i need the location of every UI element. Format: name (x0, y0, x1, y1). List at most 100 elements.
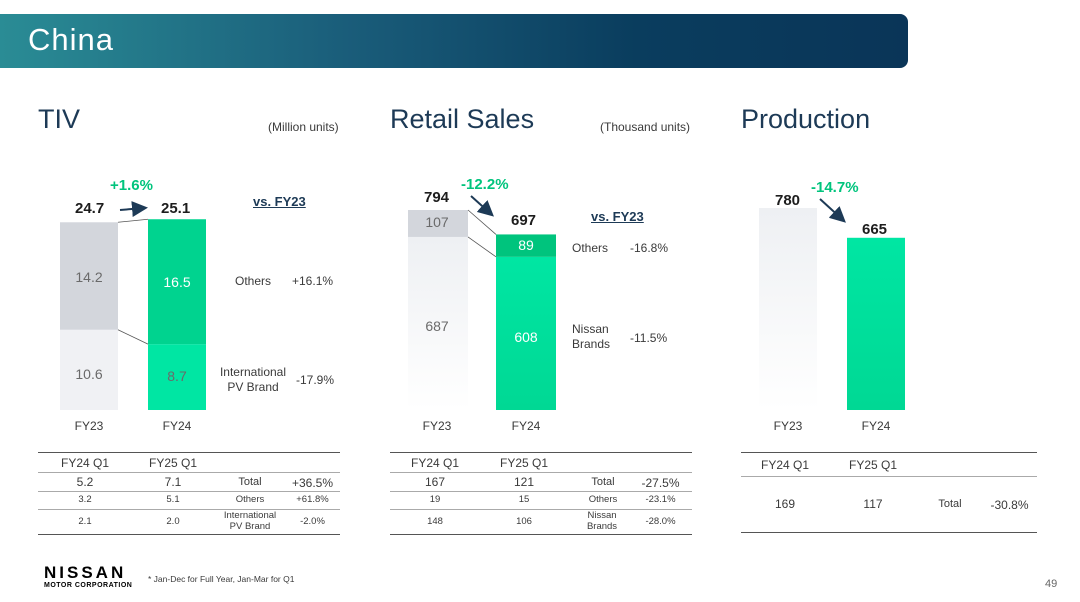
retail-table-others-change: -23.1% (645, 494, 676, 505)
tiv-table-header-b: FY25 Q1 (148, 456, 198, 470)
retail-total-fy24: 697 (511, 212, 537, 229)
production-table-header-b: FY25 Q1 (848, 458, 898, 472)
tiv-table-row-rule (38, 491, 340, 492)
tiv-title: TIV (38, 104, 81, 134)
production-table-total-b: 117 (863, 497, 883, 511)
tiv-bar-fy24-others (148, 219, 206, 345)
retail-table-nissan-change: -28.0% (645, 516, 676, 527)
tiv-unit: (Million units) (268, 120, 339, 134)
retail-seg-nissan-name: Nissan Brands (572, 322, 611, 351)
retail-xtick-fy24: FY24 (511, 419, 541, 433)
production-xtick-fy23: FY23 (773, 419, 803, 433)
tiv-table-header-rule (38, 472, 340, 473)
production-table-header-a: FY24 Q1 (760, 458, 810, 472)
footnote: * Jan-Dec for Full Year, Jan-Mar for Q1 (148, 574, 295, 584)
retail-table-header-b: FY25 Q1 (499, 456, 549, 470)
tiv-total-fy23: 24.7 (75, 200, 105, 217)
retail-title: Retail Sales (390, 104, 535, 134)
production-change-arrow (819, 198, 846, 223)
retail-table-nissan-b: 106 (516, 516, 532, 527)
retail-fy23-others-label: 107 (425, 214, 449, 230)
tiv-table-intl-change: -2.0% (300, 516, 325, 527)
retail-bar-fy23-nissan (408, 236, 468, 410)
tiv-table-total-change: +36.5% (291, 476, 334, 490)
tiv-vs-label: vs. FY23 (253, 194, 306, 209)
retail-table-total-change: -27.5% (641, 476, 680, 490)
retail-seg-others-change: -16.8% (630, 241, 669, 255)
retail-fy24-nissan-label: 608 (514, 329, 538, 345)
retail-total-change: -12.2% (461, 176, 509, 193)
tiv-bar-fy23-others (60, 222, 118, 330)
tiv-bar-fy23-intl (60, 329, 118, 410)
production-total-fy23: 780 (775, 192, 801, 209)
nissan-logo-sub: MOTOR CORPORATION (44, 582, 133, 589)
tiv-fy24-intl-label: 8.7 (167, 368, 187, 384)
retail-table-header-rule (390, 472, 692, 473)
production-bar-fy24 (847, 237, 905, 410)
retail-unit: (Thousand units) (600, 120, 691, 134)
tiv-table-others-a: 3.2 (78, 494, 92, 505)
production-title: Production (741, 104, 871, 134)
retail-connector-mid (467, 236, 497, 258)
production-table-header-rule (741, 476, 1037, 477)
retail-table-total-label: Total (591, 476, 615, 488)
production-table-total-change: -30.8% (990, 498, 1029, 512)
retail-bar-fy23-others (408, 210, 468, 237)
retail-table-nissan-label: Nissan Brands (586, 510, 618, 532)
retail-table-others-label: Others (588, 494, 618, 505)
tiv-table-total-label: Total (238, 476, 262, 488)
tiv-seg-intl-name: International PV Brand (219, 365, 287, 394)
production-total-fy24: 665 (862, 221, 888, 238)
production-table-bottom-rule (741, 532, 1037, 533)
retail-xtick-fy23: FY23 (422, 419, 452, 433)
retail-seg-others-name: Others (572, 241, 609, 255)
tiv-table-intl-b: 2.0 (166, 516, 180, 527)
page-title: China (28, 22, 114, 57)
retail-table-total-a: 167 (424, 475, 446, 489)
tiv-seg-others-name: Others (235, 274, 272, 288)
page-number: 49 (1045, 578, 1058, 590)
retail-bar-fy24-nissan (496, 256, 556, 410)
retail-table-row-rule (390, 491, 692, 492)
tiv-table-intl-a: 2.1 (78, 516, 92, 527)
production-table-top-rule (741, 452, 1037, 453)
retail-bar-fy24-others (496, 234, 556, 257)
tiv-total-fy24: 25.1 (161, 200, 191, 217)
tiv-total-change: +1.6% (110, 177, 153, 194)
retail-table-top-rule (390, 452, 692, 453)
retail-total-fy23: 794 (424, 189, 450, 206)
tiv-table-bottom-rule (38, 534, 340, 535)
retail-fy24-others-label: 89 (518, 237, 534, 253)
retail-table-total-b: 121 (513, 475, 535, 489)
retail-table-bottom-rule (390, 534, 692, 535)
production-table-total-label: Total (938, 498, 962, 510)
tiv-bar-fy24-intl (148, 344, 206, 410)
tiv-connector-mid (117, 329, 149, 345)
retail-table-others-a: 19 (429, 494, 441, 505)
retail-vs-label: vs. FY23 (591, 209, 644, 224)
retail-connector-top (467, 209, 497, 235)
tiv-xtick-fy24: FY24 (162, 419, 192, 433)
tiv-table-row-rule-2 (38, 509, 340, 510)
tiv-change-arrow (119, 201, 148, 217)
retail-seg-nissan-change: -11.5% (630, 331, 668, 345)
retail-table-row-rule-2 (390, 509, 692, 510)
nissan-logo: NISSAN (44, 563, 127, 582)
retail-change-arrow (470, 195, 494, 217)
tiv-table-intl-label: International PV Brand (223, 510, 277, 532)
production-total-change: -14.7% (811, 179, 859, 196)
tiv-table-total-b: 7.1 (164, 475, 182, 489)
retail-table-others-b: 15 (518, 494, 530, 505)
production-xtick-fy24: FY24 (861, 419, 891, 433)
tiv-table-others-label: Others (235, 494, 265, 505)
tiv-fy23-others-label: 14.2 (75, 269, 103, 285)
tiv-xtick-fy23: FY23 (74, 419, 104, 433)
header-banner (0, 14, 908, 68)
retail-table-header-a: FY24 Q1 (410, 456, 460, 470)
tiv-table-header-a: FY24 Q1 (60, 456, 110, 470)
tiv-table-others-b: 5.1 (166, 494, 180, 505)
tiv-table-total-a: 5.2 (76, 475, 94, 489)
retail-fy23-nissan-label: 687 (425, 318, 449, 334)
tiv-table-top-rule (38, 452, 340, 453)
